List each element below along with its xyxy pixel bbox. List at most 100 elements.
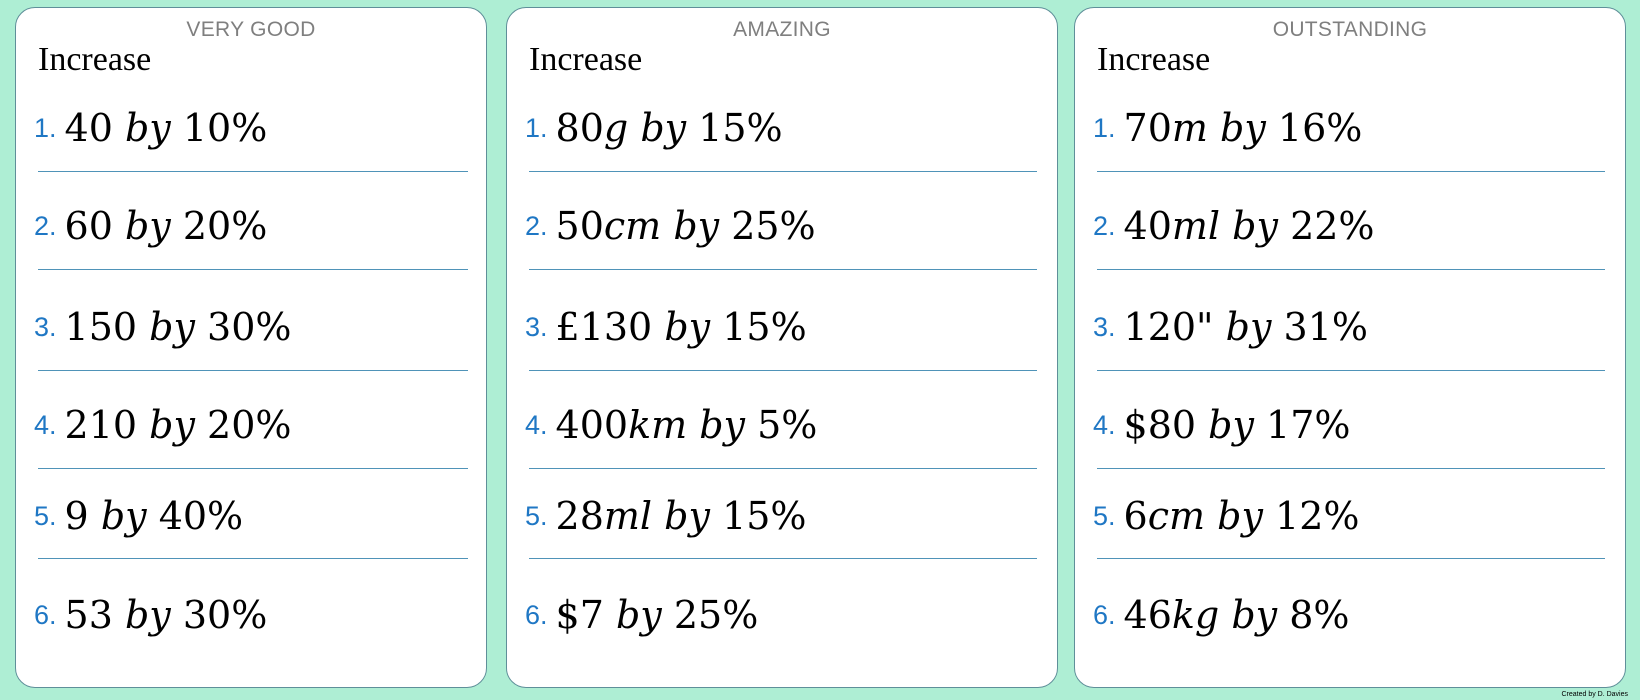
percentage: 30% [182, 593, 268, 637]
answer-line [1097, 558, 1605, 559]
level-title: AMAZING [733, 18, 831, 41]
percentage: 15% [722, 305, 807, 349]
amount: 400 [555, 403, 629, 447]
by-word: by [1232, 204, 1278, 248]
question-number: 4. [34, 409, 57, 440]
answer-line [38, 269, 468, 270]
percentage: 10% [182, 106, 268, 150]
by-word: by [1220, 106, 1266, 150]
by-word: by [124, 204, 171, 248]
question-expression: 28ml by 15% [556, 494, 807, 538]
percentage: 8% [1289, 593, 1350, 637]
answer-line [1097, 370, 1605, 371]
instruction-heading: Increase [1097, 41, 1211, 78]
unit: cm [603, 204, 662, 248]
percentage: 17% [1266, 403, 1351, 447]
percentage: 12% [1275, 494, 1360, 538]
question-3: 3. 120" by 31% [1093, 302, 1368, 352]
question-expression: 60 by 20% [65, 204, 268, 248]
percentage: 20% [207, 403, 292, 447]
question-number: 5. [525, 500, 548, 531]
question-2: 2. 60 by 20% [34, 201, 267, 251]
question-5: 5. 28ml by 15% [525, 491, 807, 541]
percentage: 15% [722, 494, 807, 538]
by-word: by [664, 494, 710, 538]
worksheet-card-outstanding: OUTSTANDING Increase 1. 70m by 16% 2. 40ml… [1074, 7, 1626, 688]
percentage: 31% [1283, 305, 1368, 349]
question-expression: 50cm by 25% [556, 204, 816, 248]
question-4: 4. 400km by 5% [525, 400, 817, 450]
question-5: 5. 9 by 40% [34, 491, 243, 541]
question-number: 4. [525, 409, 548, 440]
unit: m [1171, 106, 1208, 150]
amount: 80 [555, 106, 604, 150]
answer-line [1097, 269, 1605, 270]
worksheet-card-very-good: VERY GOOD Increase 1. 40 by 10% 2. 60 by 2… [15, 7, 487, 688]
by-word: by [149, 403, 195, 447]
by-word: by [640, 106, 687, 150]
answer-line [529, 468, 1037, 469]
unit: ml [1171, 204, 1221, 248]
answer-line [529, 269, 1037, 270]
percentage: 25% [731, 204, 816, 248]
question-number: 1. [34, 112, 57, 143]
question-expression: £130 by 15% [556, 305, 807, 349]
question-5: 5. 6cm by 12% [1093, 491, 1360, 541]
percentage: 25% [673, 593, 759, 637]
amount: 9 [64, 494, 89, 538]
question-expression: 46kg by 8% [1124, 593, 1350, 637]
question-2: 2. 50cm by 25% [525, 201, 816, 251]
question-6: 6. 46kg by 8% [1093, 590, 1350, 640]
amount: 46 [1123, 593, 1172, 637]
unit: g [603, 106, 629, 150]
question-expression: $80 by 17% [1124, 403, 1351, 447]
question-number: 6. [1093, 599, 1116, 630]
by-word: by [149, 305, 195, 349]
amount: 53 [64, 593, 113, 637]
question-6: 6. $7 by 25% [525, 590, 758, 640]
level-title: OUTSTANDING [1272, 18, 1428, 41]
answer-line [1097, 171, 1605, 172]
answer-line [38, 468, 468, 469]
answer-line [529, 558, 1037, 559]
question-expression: 400km by 5% [556, 403, 818, 447]
question-3: 3. 150 by 30% [34, 302, 292, 352]
amount: 120" [1123, 305, 1214, 349]
question-expression: 53 by 30% [65, 593, 268, 637]
amount: £130 [555, 305, 653, 349]
author-credit: Created by D. Davies [1561, 691, 1628, 698]
question-number: 4. [1093, 409, 1116, 440]
question-number: 6. [34, 599, 57, 630]
amount: $7 [555, 593, 604, 637]
question-expression: 150 by 30% [65, 305, 292, 349]
question-3: 3. £130 by 15% [525, 302, 807, 352]
question-number: 2. [1093, 210, 1116, 241]
percentage: 15% [698, 106, 783, 150]
question-expression: 6cm by 12% [1124, 494, 1360, 538]
amount: 70 [1123, 106, 1172, 150]
question-2: 2. 40ml by 22% [1093, 201, 1375, 251]
answer-line [1097, 468, 1605, 469]
percentage: 30% [207, 305, 292, 349]
question-number: 6. [525, 599, 548, 630]
by-word: by [699, 403, 746, 447]
amount: 28 [555, 494, 604, 538]
amount: 6 [1123, 494, 1148, 538]
worksheet-card-amazing: AMAZING Increase 1. 80g by 15% 2. 50cm by … [506, 7, 1058, 688]
question-number: 5. [1093, 500, 1116, 531]
answer-line [529, 171, 1037, 172]
by-word: by [1208, 403, 1254, 447]
by-word: by [124, 593, 171, 637]
percentage: 20% [182, 204, 268, 248]
by-word: by [1225, 305, 1272, 349]
question-4: 4. $80 by 17% [1093, 400, 1351, 450]
question-expression: 210 by 20% [65, 403, 292, 447]
question-expression: 40ml by 22% [1124, 204, 1375, 248]
by-word: by [1217, 494, 1263, 538]
question-number: 2. [34, 210, 57, 241]
percentage: 16% [1277, 106, 1363, 150]
question-1: 1. 70m by 16% [1093, 103, 1362, 153]
amount: 50 [555, 204, 604, 248]
unit: km [628, 403, 688, 447]
by-word: by [1231, 593, 1278, 637]
